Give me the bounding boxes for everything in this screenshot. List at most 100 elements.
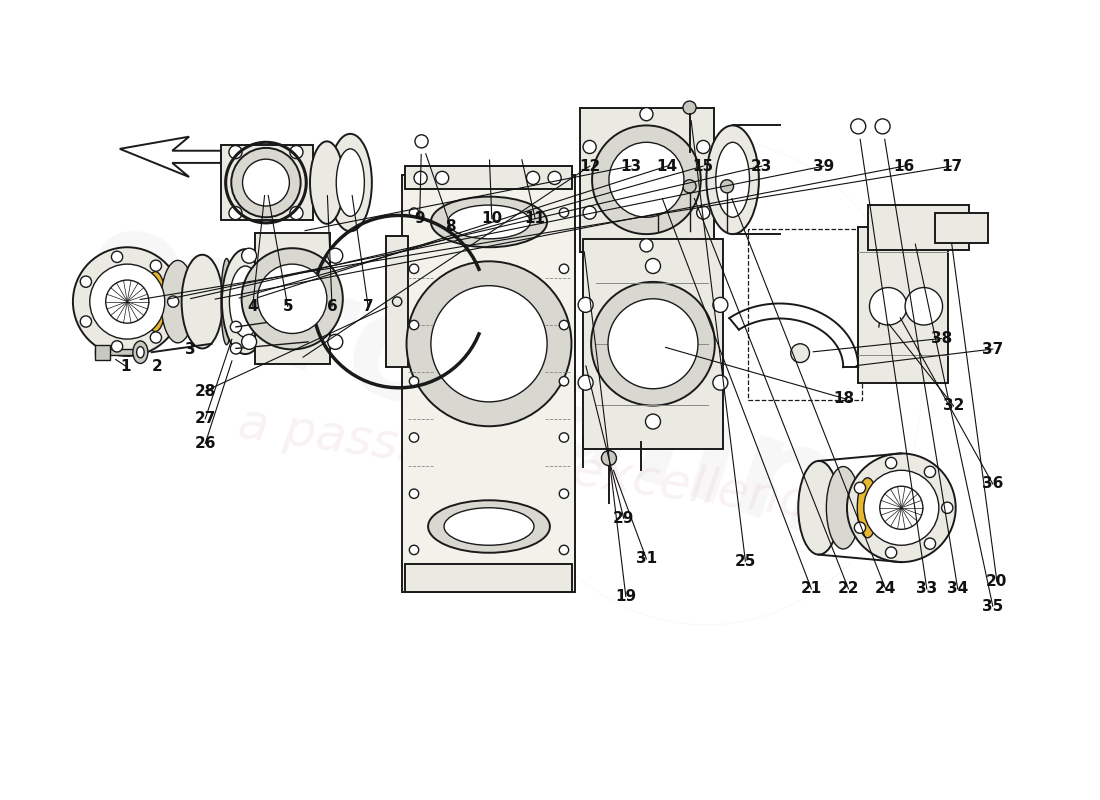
Ellipse shape [221, 258, 232, 345]
Circle shape [646, 414, 660, 429]
Text: 36: 36 [982, 477, 1003, 491]
Circle shape [230, 322, 242, 333]
Text: 37: 37 [982, 342, 1003, 357]
Text: 18: 18 [834, 391, 855, 406]
Circle shape [73, 247, 182, 356]
Circle shape [80, 316, 91, 327]
Circle shape [602, 450, 616, 466]
Circle shape [873, 306, 888, 322]
Circle shape [696, 206, 710, 219]
Ellipse shape [257, 264, 327, 334]
Text: 23: 23 [751, 158, 772, 174]
Text: 20: 20 [987, 574, 1008, 589]
Text: 17: 17 [940, 158, 962, 174]
Circle shape [683, 101, 696, 114]
Circle shape [559, 377, 569, 386]
Text: 3: 3 [186, 342, 196, 357]
Text: 15: 15 [693, 158, 714, 174]
Ellipse shape [145, 272, 166, 331]
Ellipse shape [428, 500, 550, 553]
Ellipse shape [337, 149, 364, 216]
Circle shape [850, 119, 866, 134]
Ellipse shape [591, 282, 715, 406]
Text: 5: 5 [283, 298, 293, 314]
Circle shape [436, 171, 449, 185]
Text: 8: 8 [446, 218, 455, 234]
Circle shape [414, 171, 427, 185]
Circle shape [847, 454, 956, 562]
Polygon shape [402, 175, 575, 592]
Circle shape [579, 298, 593, 312]
Polygon shape [96, 345, 110, 360]
Text: 35: 35 [982, 598, 1003, 614]
Ellipse shape [826, 466, 860, 549]
Circle shape [409, 377, 419, 386]
Circle shape [111, 251, 123, 262]
Circle shape [869, 287, 907, 325]
Ellipse shape [448, 205, 530, 239]
Circle shape [583, 141, 596, 154]
Text: 1: 1 [121, 358, 131, 374]
Polygon shape [386, 236, 408, 367]
Circle shape [559, 264, 569, 274]
Circle shape [924, 538, 936, 550]
Circle shape [111, 341, 123, 352]
Ellipse shape [242, 159, 289, 206]
Circle shape [409, 320, 419, 330]
Circle shape [409, 546, 419, 554]
Circle shape [905, 287, 943, 325]
Circle shape [409, 489, 419, 498]
Circle shape [290, 206, 303, 220]
Ellipse shape [230, 266, 262, 338]
Circle shape [559, 320, 569, 330]
Polygon shape [405, 564, 572, 592]
Text: 16: 16 [893, 158, 915, 174]
Polygon shape [255, 233, 330, 364]
Circle shape [651, 180, 664, 193]
Circle shape [864, 470, 938, 546]
Text: 7: 7 [363, 298, 373, 314]
Circle shape [559, 433, 569, 442]
Circle shape [409, 208, 419, 218]
Circle shape [713, 375, 728, 390]
Polygon shape [96, 350, 133, 355]
Text: 34: 34 [947, 582, 968, 597]
Circle shape [559, 546, 569, 554]
Text: 24: 24 [874, 582, 896, 597]
Circle shape [90, 264, 165, 339]
Text: 28: 28 [195, 383, 216, 398]
Circle shape [646, 258, 660, 274]
Circle shape [151, 332, 162, 343]
Text: 29: 29 [613, 511, 635, 526]
Text: 11: 11 [525, 211, 546, 226]
Text: 2: 2 [152, 358, 162, 374]
Text: 19: 19 [615, 589, 637, 604]
Ellipse shape [444, 508, 534, 546]
Ellipse shape [706, 126, 759, 234]
Polygon shape [221, 145, 312, 220]
Ellipse shape [242, 248, 343, 350]
Circle shape [791, 344, 810, 362]
Ellipse shape [592, 126, 701, 234]
Text: 9: 9 [415, 211, 425, 226]
Text: 22: 22 [838, 582, 859, 597]
Circle shape [583, 206, 596, 219]
Text: a passion for excellence: a passion for excellence [235, 400, 840, 531]
Text: 13: 13 [620, 158, 641, 174]
Circle shape [640, 108, 653, 121]
Circle shape [167, 296, 179, 307]
Circle shape [559, 489, 569, 498]
Text: 21: 21 [801, 582, 822, 597]
Ellipse shape [608, 298, 698, 389]
Circle shape [640, 239, 653, 252]
Circle shape [683, 180, 696, 193]
Ellipse shape [133, 341, 147, 363]
Circle shape [229, 206, 242, 220]
Circle shape [548, 171, 561, 185]
Ellipse shape [310, 142, 343, 224]
Text: 27: 27 [195, 411, 216, 426]
Text: 6: 6 [327, 298, 338, 314]
Circle shape [886, 458, 896, 469]
Circle shape [579, 375, 593, 390]
Circle shape [409, 433, 419, 442]
